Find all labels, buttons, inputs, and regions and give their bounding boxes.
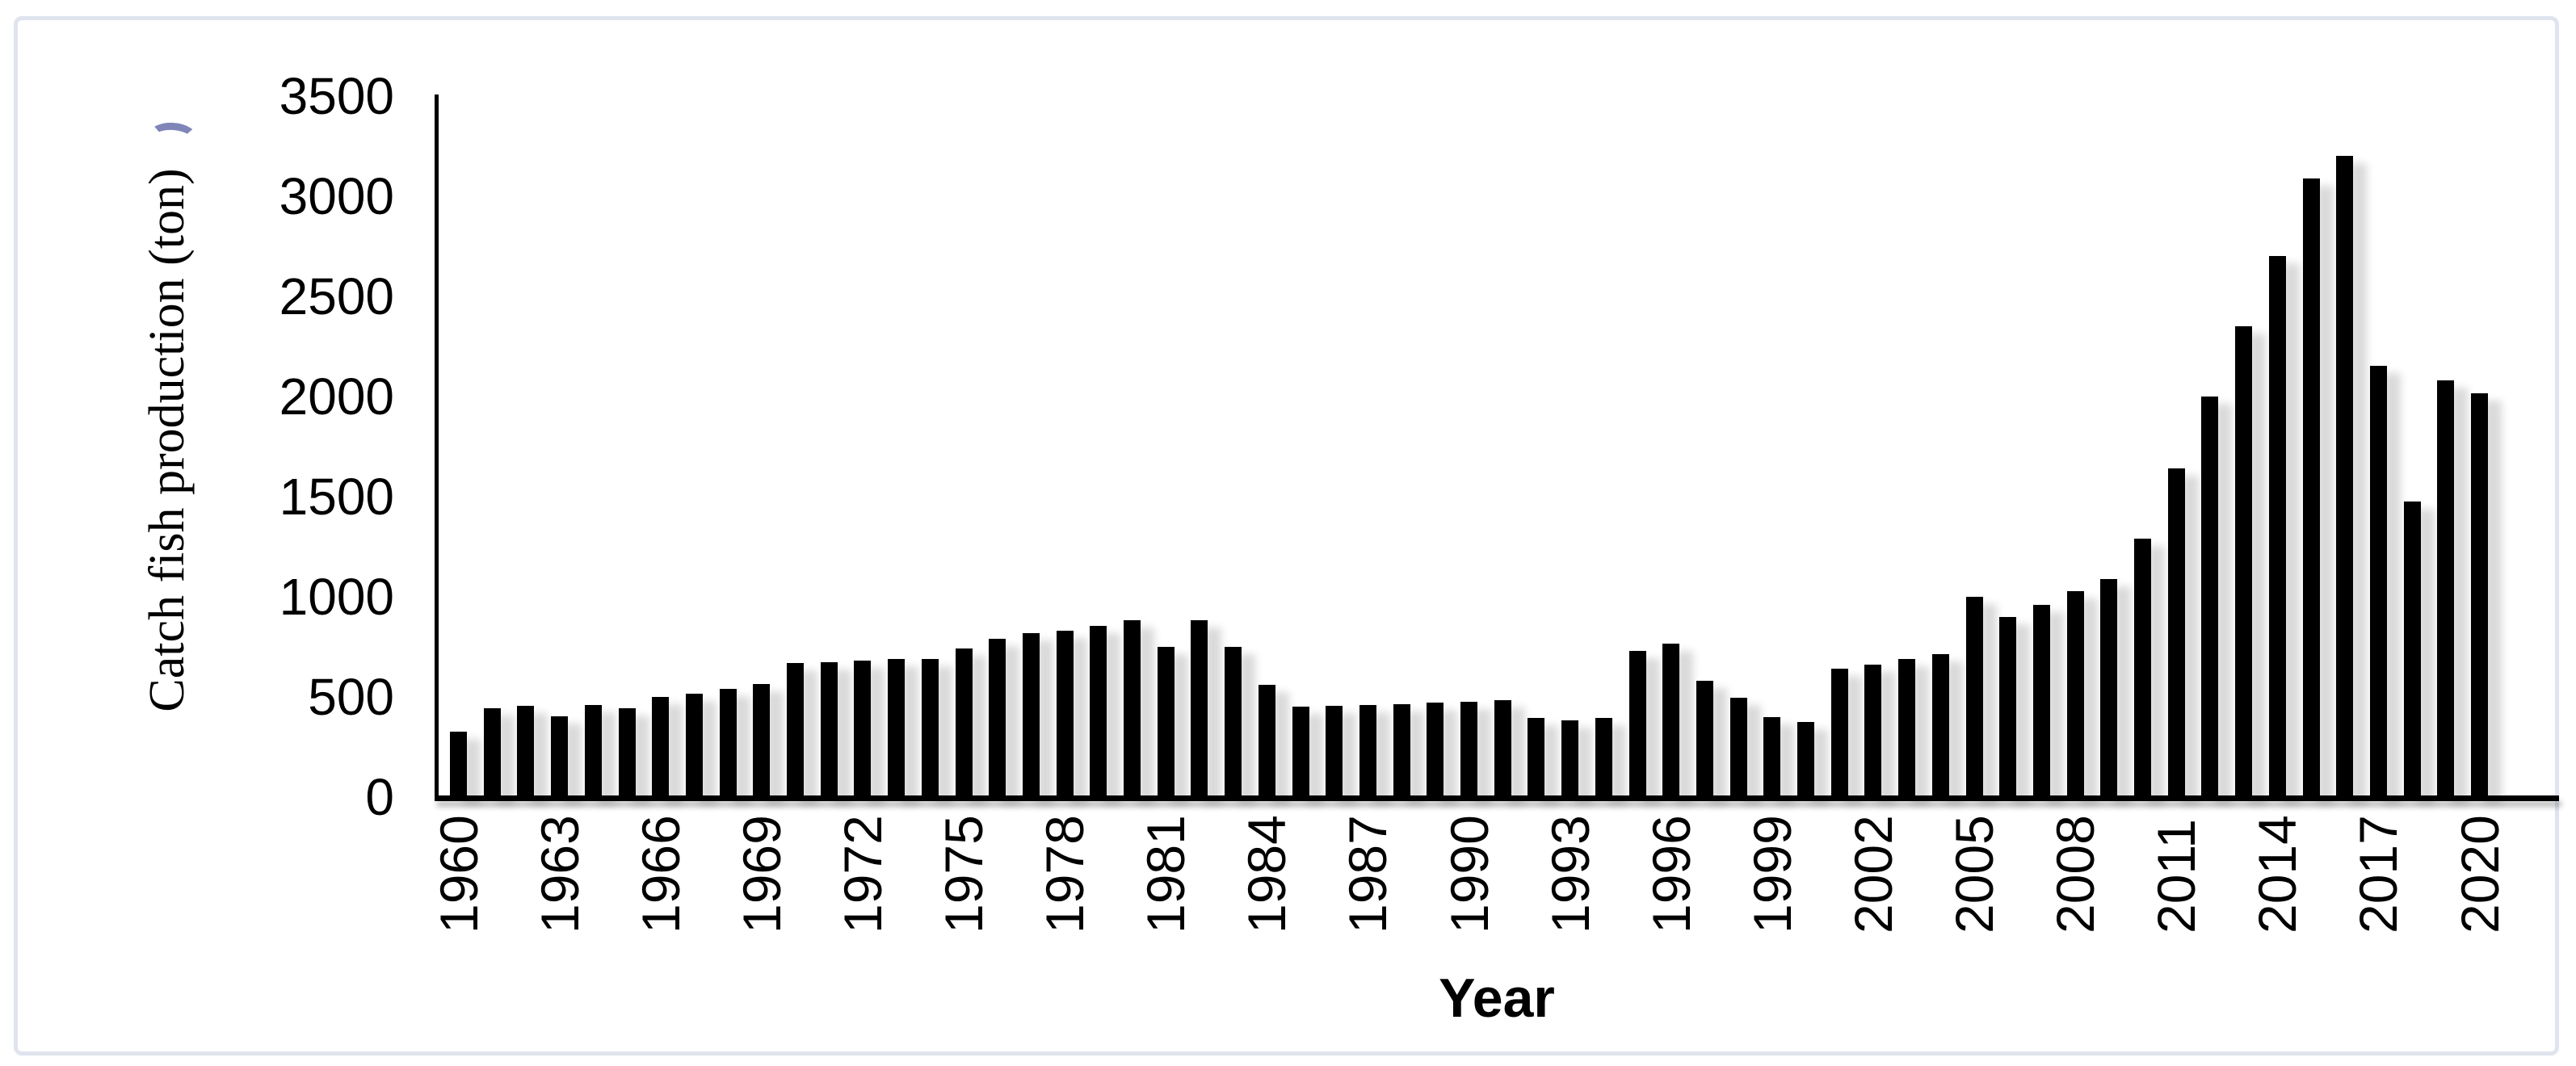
- bar-1983: [1225, 647, 1242, 797]
- bar-1969: [753, 684, 770, 797]
- bar-1972: [854, 661, 871, 797]
- y-tick-0: 0: [365, 768, 394, 826]
- bar-1984: [1259, 685, 1275, 797]
- x-tick-2005: 2005: [1944, 815, 2004, 934]
- x-axis-title: Year: [1439, 967, 1555, 1029]
- bar-1999: [1763, 717, 1780, 797]
- x-tick-1996: 1996: [1641, 815, 1701, 934]
- bar-1961: [484, 708, 501, 797]
- bar-1991: [1494, 700, 1511, 797]
- bar-1997: [1696, 681, 1713, 797]
- bar-2020: [2471, 393, 2488, 797]
- x-tick-1963: 1963: [530, 815, 590, 934]
- x-tick-2008: 2008: [2045, 815, 2105, 934]
- bar-2004: [1932, 654, 1949, 797]
- bar-2015: [2303, 178, 2320, 797]
- bar-2002: [1864, 665, 1881, 797]
- y-tick-500: 500: [308, 668, 394, 726]
- bar-1982: [1191, 620, 1208, 797]
- bar-2009: [2100, 579, 2117, 797]
- bar-1966: [652, 697, 669, 797]
- bar-1960: [450, 732, 467, 797]
- x-tick-1966: 1966: [631, 815, 691, 934]
- bar-1980: [1124, 620, 1141, 797]
- bar-2008: [2067, 591, 2084, 797]
- bar-1987: [1359, 705, 1376, 797]
- x-tick-2002: 2002: [1843, 815, 1903, 934]
- bar-1973: [888, 659, 905, 797]
- y-tick-2500: 2500: [279, 267, 394, 325]
- bar-1995: [1629, 651, 1646, 797]
- bar-2001: [1831, 669, 1848, 797]
- bar-1992: [1528, 718, 1544, 797]
- bar-1990: [1460, 702, 1477, 797]
- bar-1985: [1292, 707, 1309, 797]
- bar-2012: [2201, 397, 2218, 797]
- x-tick-1993: 1993: [1540, 815, 1600, 934]
- bar-2016: [2336, 156, 2353, 797]
- bar-2017: [2370, 366, 2387, 797]
- bar-2010: [2134, 539, 2151, 797]
- bar-1971: [821, 662, 838, 797]
- x-tick-1999: 1999: [1742, 815, 1802, 934]
- x-axis-line: [435, 795, 2559, 801]
- bar-1979: [1090, 626, 1107, 797]
- bar-1981: [1158, 647, 1175, 797]
- y-axis-title: Catch fish production (ton): [140, 168, 195, 712]
- x-tick-2020: 2020: [2450, 815, 2510, 934]
- bar-2003: [1898, 659, 1915, 797]
- bar-1994: [1595, 718, 1612, 797]
- bar-2007: [2033, 605, 2050, 797]
- x-tick-1978: 1978: [1035, 815, 1095, 934]
- x-tick-1975: 1975: [934, 815, 994, 934]
- bar-2005: [1966, 597, 1983, 797]
- x-tick-1984: 1984: [1237, 815, 1296, 934]
- y-tick-1500: 1500: [279, 468, 394, 526]
- bar-1988: [1393, 704, 1410, 797]
- bar-1964: [585, 705, 602, 797]
- bar-2013: [2235, 326, 2252, 797]
- bar-1963: [551, 716, 568, 797]
- x-tick-1969: 1969: [732, 815, 792, 934]
- x-tick-1987: 1987: [1338, 815, 1397, 934]
- y-tick-3000: 3000: [279, 167, 394, 225]
- bar-1977: [1023, 633, 1040, 797]
- bar-1970: [787, 663, 804, 797]
- bar-1967: [686, 694, 703, 797]
- bar-1965: [619, 708, 636, 797]
- y-axis-line: [435, 94, 439, 800]
- bar-2014: [2269, 256, 2286, 797]
- y-tick-3500: 3500: [279, 67, 394, 125]
- bar-1986: [1326, 706, 1343, 797]
- bar-1975: [956, 648, 973, 797]
- bar-1962: [517, 706, 534, 797]
- bar-1968: [720, 689, 737, 797]
- bar-1998: [1730, 698, 1747, 797]
- x-tick-2014: 2014: [2247, 815, 2307, 934]
- bar-1989: [1427, 703, 1443, 797]
- x-tick-2011: 2011: [2146, 819, 2206, 934]
- x-tick-1981: 1981: [1136, 815, 1196, 934]
- bar-1974: [922, 659, 939, 797]
- bar-2000: [1797, 722, 1814, 797]
- y-tick-2000: 2000: [279, 367, 394, 426]
- bar-2011: [2168, 468, 2185, 797]
- x-tick-2017: 2017: [2348, 815, 2408, 934]
- bar-1996: [1662, 644, 1679, 797]
- bar-1993: [1561, 720, 1578, 797]
- bar-2019: [2437, 380, 2454, 797]
- bar-1978: [1057, 631, 1074, 797]
- x-tick-1972: 1972: [833, 815, 893, 934]
- x-tick-1960: 1960: [429, 815, 489, 934]
- x-tick-1990: 1990: [1439, 815, 1499, 934]
- bar-2018: [2404, 502, 2421, 797]
- bar-2006: [1999, 617, 2016, 797]
- bar-1976: [989, 639, 1006, 797]
- y-tick-1000: 1000: [279, 568, 394, 626]
